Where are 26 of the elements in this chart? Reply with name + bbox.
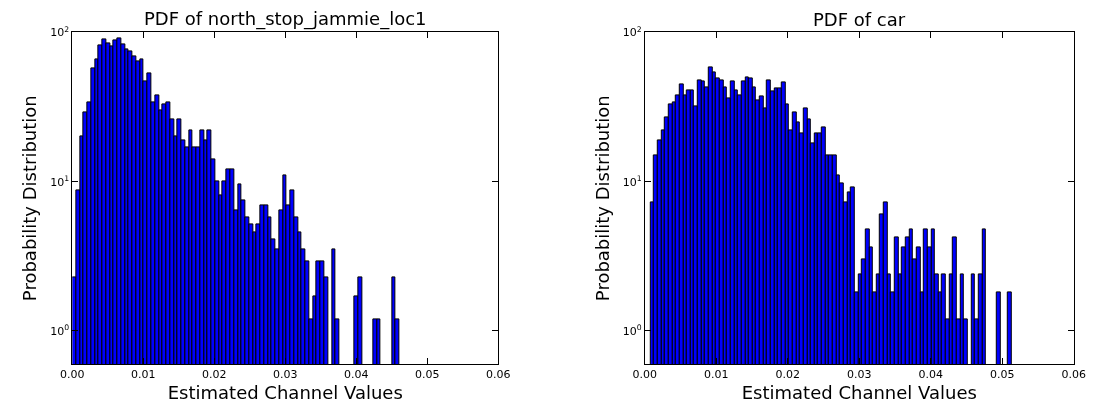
x-tick-label: 0.04: [343, 368, 369, 382]
x-tick-label: 0.02: [202, 368, 227, 382]
x-tick-label: 0.06: [1061, 368, 1087, 382]
x-tick-label: 0.00: [632, 368, 658, 382]
x-tick-label: 0.05: [990, 368, 1015, 382]
y-tick-label: 10$^{1}$: [622, 173, 642, 189]
y-tick-label: 10$^{2}$: [622, 24, 642, 40]
x-tick-label: 0.03: [273, 368, 298, 382]
x-tick-label: 0.05: [414, 368, 440, 382]
chart-title: PDF of car: [813, 9, 906, 30]
y-axis-title: Probability Distribution: [591, 95, 613, 302]
x-tick-label: 0.00: [60, 368, 85, 382]
y-tick-label: 10$^{1}$: [50, 173, 70, 189]
x-axis-title: Estimated Channel Values: [167, 382, 403, 404]
chart-title: PDF of north_stop_jammie_loc1: [144, 8, 427, 30]
y-tick-label: 10$^{0}$: [50, 323, 70, 338]
x-tick-label: 0.01: [704, 368, 729, 382]
x-tick-label: 0.02: [775, 368, 801, 382]
x-tick-label: 0.06: [485, 368, 511, 382]
y-tick-label: 10$^{0}$: [622, 323, 642, 338]
x-axis-title: Estimated Channel Values: [741, 382, 977, 404]
y-axis-title: Probability Distribution: [19, 95, 41, 302]
x-tick-label: 0.04: [918, 368, 944, 382]
x-tick-label: 0.03: [847, 368, 872, 382]
y-tick-label: 10$^{2}$: [50, 24, 70, 40]
x-tick-label: 0.01: [131, 368, 156, 382]
